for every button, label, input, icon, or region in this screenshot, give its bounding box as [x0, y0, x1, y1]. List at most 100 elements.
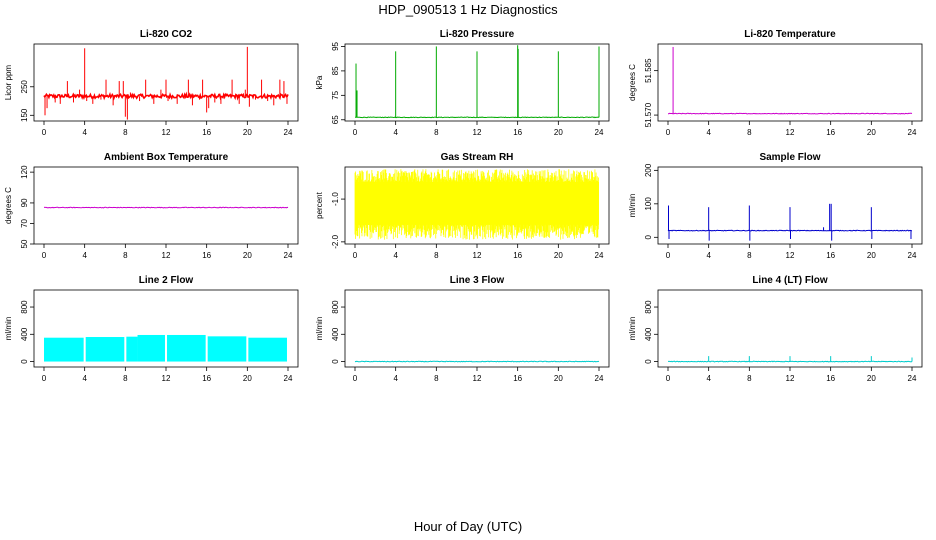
panel-5: Gas Stream RH 0 4 8 12 16 20 24 -2.0 -1.0 percent — [315, 152, 610, 260]
panel-6: Sample Flow 0 4 8 12 16 20 24 0 100 200 ml/min — [628, 152, 923, 260]
panel-1: Li-820 CO2 0 4 8 12 16 20 24 150 250 Licor ppm — [4, 29, 299, 137]
y-axis-label: kPa — [315, 75, 324, 89]
x-tick-label: 12 — [786, 128, 795, 137]
x-tick-label: 0 — [353, 374, 358, 383]
y-axis-label: degrees C — [4, 187, 13, 224]
x-tick-label: 12 — [786, 251, 795, 260]
y-tick-label: 400 — [644, 327, 653, 341]
x-tick-label: 8 — [123, 251, 128, 260]
x-tick-label: 24 — [595, 374, 604, 383]
x-axis-label: Hour of Day (UTC) — [413, 519, 523, 534]
x-tick-label: 4 — [82, 251, 87, 260]
x-tick-label: 20 — [243, 128, 252, 137]
panel-3: Li-820 Temperature 0 4 8 12 16 20 24 51.570 51.58… — [628, 29, 923, 137]
panel-title: Gas Stream RH — [441, 152, 514, 163]
plot-frame — [344, 289, 610, 368]
panel-2: Li-820 Pressure 0 4 8 12 16 20 24 65 75 85 95 kPa — [315, 29, 610, 137]
x-tick-label: 8 — [434, 128, 439, 137]
plot-frame — [657, 289, 923, 368]
x-tick-label: 8 — [123, 374, 128, 383]
x-tick-label: 4 — [393, 251, 398, 260]
y-axis-label: percent — [315, 191, 324, 218]
y-axis-label: ml/min — [4, 317, 13, 341]
x-tick-label: 4 — [706, 128, 711, 137]
y-tick-label: -1.0 — [331, 192, 340, 206]
x-tick-label: 16 — [513, 374, 522, 383]
x-tick-label: 12 — [473, 128, 482, 137]
x-tick-label: 20 — [867, 128, 876, 137]
plot-frame — [657, 43, 923, 122]
panel-title: Line 4 (LT) Flow — [752, 275, 828, 286]
y-axis-label: ml/min — [315, 317, 324, 341]
x-tick-label: 12 — [162, 374, 171, 383]
y-tick-label: 51.585 — [644, 58, 653, 83]
x-tick-label: 20 — [243, 374, 252, 383]
flow-band — [137, 334, 165, 362]
y-tick-label: 70 — [20, 218, 29, 227]
y-tick-label: 0 — [331, 359, 340, 364]
x-tick-label: 20 — [867, 374, 876, 383]
x-tick-label: 4 — [706, 251, 711, 260]
x-tick-label: 12 — [473, 374, 482, 383]
plot-area — [667, 203, 913, 241]
x-tick-label: 16 — [826, 251, 835, 260]
panel-title: Li-820 Temperature — [744, 29, 836, 40]
y-tick-label: 120 — [20, 165, 29, 179]
y-tick-label: 85 — [331, 66, 340, 75]
x-tick-label: 24 — [908, 374, 917, 383]
y-tick-label: 51.570 — [644, 102, 653, 127]
panel-title: Ambient Box Temperature — [104, 152, 229, 163]
x-tick-label: 8 — [747, 128, 752, 137]
x-tick-label: 24 — [908, 251, 917, 260]
figure-title: HDP_090513 1 Hz Diagnostics — [378, 2, 558, 17]
x-tick-label: 0 — [666, 128, 671, 137]
y-tick-label: 95 — [331, 41, 340, 50]
x-tick-label: 12 — [473, 251, 482, 260]
x-tick-label: 24 — [284, 251, 293, 260]
y-tick-label: 50 — [20, 239, 29, 248]
x-tick-label: 4 — [393, 128, 398, 137]
x-tick-label: 16 — [202, 251, 211, 260]
x-tick-label: 16 — [826, 128, 835, 137]
y-tick-label: 90 — [20, 198, 29, 207]
x-tick-label: 0 — [666, 251, 671, 260]
x-tick-label: 20 — [554, 128, 563, 137]
x-tick-label: 8 — [434, 374, 439, 383]
x-tick-label: 4 — [82, 374, 87, 383]
flow-band — [85, 337, 125, 362]
y-axis-label: Licor ppm — [4, 65, 13, 100]
series-line — [354, 360, 600, 363]
x-tick-label: 12 — [162, 128, 171, 137]
panel-title: Line 3 Flow — [450, 275, 505, 286]
panel-9: Line 4 (LT) Flow 0 4 8 12 16 20 24 0 400 800 ml/min — [628, 275, 923, 383]
x-tick-label: 12 — [162, 251, 171, 260]
x-tick-label: 0 — [42, 128, 47, 137]
x-tick-label: 24 — [284, 128, 293, 137]
x-tick-label: 20 — [867, 251, 876, 260]
x-tick-label: 16 — [202, 374, 211, 383]
y-tick-label: -2.0 — [331, 234, 340, 248]
y-tick-label: 800 — [331, 300, 340, 314]
y-tick-label: 400 — [331, 327, 340, 341]
y-tick-label: 0 — [20, 359, 29, 364]
flow-band — [126, 336, 138, 362]
plot-area — [354, 169, 599, 240]
panel-title: Line 2 Flow — [139, 275, 194, 286]
x-tick-label: 16 — [513, 251, 522, 260]
x-tick-label: 20 — [554, 374, 563, 383]
x-tick-label: 0 — [42, 374, 47, 383]
x-tick-label: 16 — [202, 128, 211, 137]
plot-area — [44, 334, 287, 362]
plot-area — [43, 206, 289, 209]
x-tick-label: 24 — [595, 128, 604, 137]
series-line — [668, 112, 913, 115]
x-tick-label: 16 — [826, 374, 835, 383]
x-tick-label: 0 — [666, 374, 671, 383]
x-tick-label: 24 — [284, 374, 293, 383]
x-tick-label: 16 — [513, 128, 522, 137]
x-tick-label: 0 — [353, 128, 358, 137]
x-tick-label: 8 — [747, 251, 752, 260]
y-tick-label: 200 — [644, 163, 653, 177]
x-tick-label: 4 — [393, 374, 398, 383]
x-tick-label: 0 — [42, 251, 47, 260]
